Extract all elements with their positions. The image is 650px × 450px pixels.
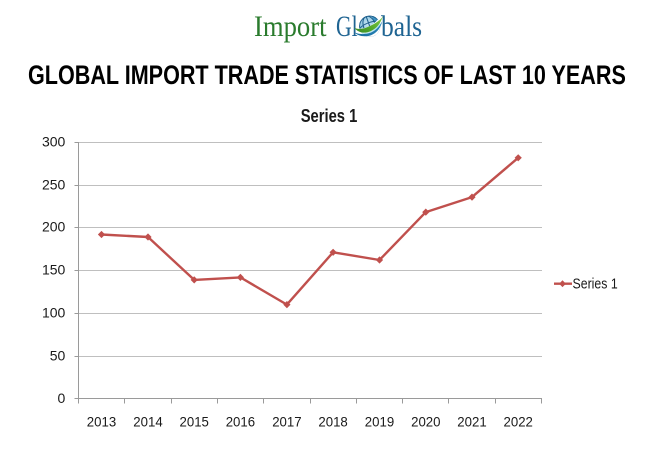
- svg-text:Series 1: Series 1: [301, 105, 358, 126]
- svg-text:2021: 2021: [457, 414, 487, 430]
- svg-text:250: 250: [42, 176, 66, 192]
- svg-text:Series 1: Series 1: [573, 277, 618, 293]
- svg-text:2014: 2014: [133, 414, 163, 430]
- svg-text:2019: 2019: [365, 414, 395, 430]
- svg-text:2013: 2013: [87, 414, 117, 430]
- svg-text:2017: 2017: [272, 414, 302, 430]
- svg-text:0: 0: [58, 390, 66, 406]
- svg-text:2020: 2020: [411, 414, 441, 430]
- svg-text:300: 300: [42, 133, 66, 149]
- svg-text:150: 150: [42, 261, 66, 277]
- svg-text:2018: 2018: [318, 414, 348, 430]
- svg-text:100: 100: [42, 304, 66, 320]
- svg-text:50: 50: [50, 347, 66, 363]
- svg-text:2016: 2016: [226, 414, 256, 430]
- svg-text:200: 200: [42, 218, 66, 234]
- svg-text:2022: 2022: [504, 414, 534, 430]
- svg-text:2015: 2015: [180, 414, 210, 430]
